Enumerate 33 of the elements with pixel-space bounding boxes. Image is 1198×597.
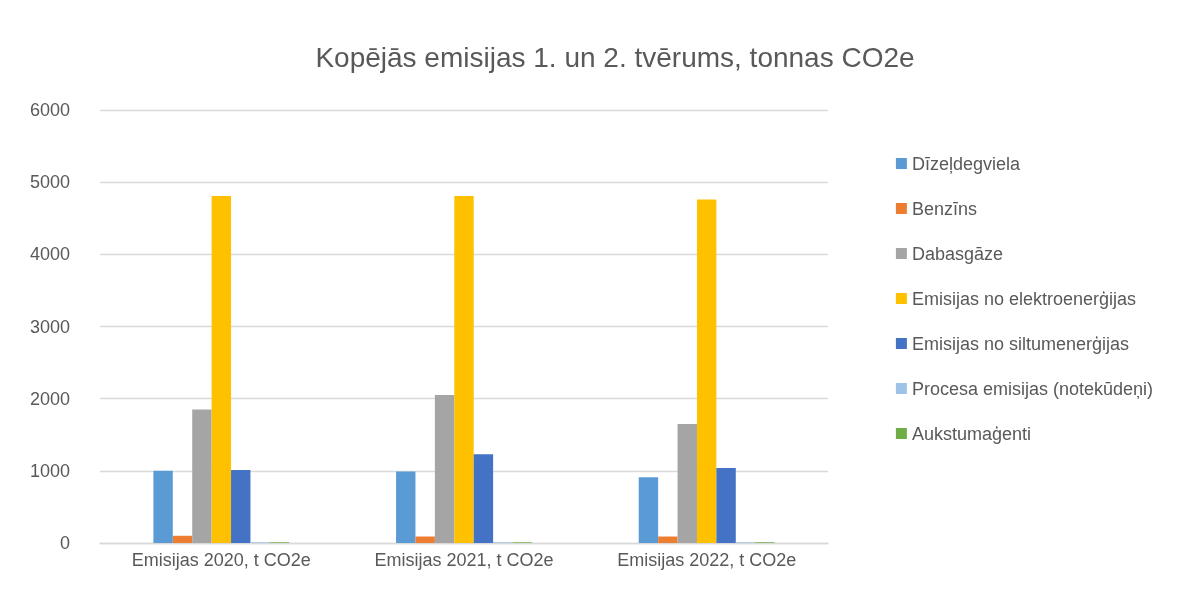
- y-tick-label: 5000: [29, 172, 70, 193]
- bar: [396, 471, 416, 543]
- y-tick-label: 0: [59, 533, 70, 553]
- bar: [473, 454, 494, 543]
- bar: [153, 470, 173, 543]
- bar: [415, 536, 435, 543]
- x-tick-label: Emisijas 2021, t CO2e: [374, 550, 554, 570]
- y-tick-label: 4000: [29, 244, 70, 265]
- bar: [677, 423, 697, 543]
- bar: [211, 195, 232, 543]
- legend-label: Emisijas no siltumenerģijas: [911, 333, 1129, 354]
- legend-label: Benzīns: [911, 198, 977, 219]
- legend-label: Dabasgāze: [911, 243, 1003, 264]
- bar: [454, 195, 474, 543]
- bar: [658, 536, 678, 543]
- bar: [696, 199, 717, 543]
- bar: [716, 467, 736, 543]
- legend-label: Aukstumaģenti: [911, 423, 1031, 444]
- chart-title: Kopējās emisijas 1. un 2. tvērums, tonnas CO2e: [315, 41, 915, 73]
- y-tick-label: 3000: [29, 316, 70, 337]
- x-tick-label: Emisijas 2022, t CO2e: [617, 550, 797, 570]
- legend-label: Emisijas no elektroenerģijas: [911, 288, 1136, 309]
- y-tick-label: 6000: [29, 100, 70, 120]
- legend-label: Procesa emisijas (notekūdeņi): [911, 378, 1154, 399]
- bar: [638, 477, 659, 543]
- y-tick-label: 1000: [29, 460, 70, 481]
- bar: [434, 395, 455, 543]
- bar: [231, 470, 251, 543]
- legend-label: Dīzeļdegviela: [911, 153, 1021, 174]
- bar: [172, 535, 193, 543]
- x-tick-label: Emisijas 2020, t CO2e: [131, 550, 311, 570]
- y-tick-label: 2000: [29, 388, 70, 409]
- bar: [192, 409, 212, 543]
